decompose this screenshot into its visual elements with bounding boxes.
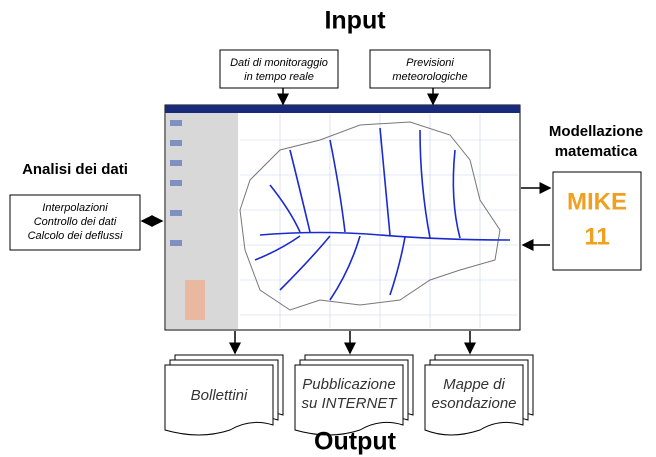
analysis-text: Interpolazioni — [42, 202, 108, 214]
model-title: matematica — [555, 143, 638, 160]
input-text: meteorologiche — [392, 71, 467, 83]
diagram: Input Dati di monitoraggio in tempo real… — [0, 0, 656, 457]
analysis-title: Analisi dei dati — [22, 161, 128, 178]
input-text: Dati di monitoraggio — [230, 57, 328, 69]
model-text: MIKE — [567, 188, 627, 215]
output-text: su INTERNET — [301, 395, 398, 412]
output-text: Pubblicazione — [302, 376, 395, 393]
analysis-text: Calcolo dei deflussi — [28, 230, 123, 242]
output-title: Output — [314, 428, 397, 456]
model-box — [553, 172, 641, 270]
model-text: 11 — [584, 223, 609, 250]
input-text: in tempo reale — [244, 71, 314, 83]
output-text: Bollettini — [191, 387, 248, 404]
output-text: Mappe di — [443, 376, 505, 393]
input-text: Previsioni — [406, 57, 454, 69]
model-title: Modellazione — [549, 123, 643, 140]
software-screenshot — [165, 105, 520, 330]
analysis-text: Controllo dei dati — [34, 216, 117, 228]
input-title: Input — [324, 7, 386, 35]
output-text: esondazione — [431, 395, 516, 412]
